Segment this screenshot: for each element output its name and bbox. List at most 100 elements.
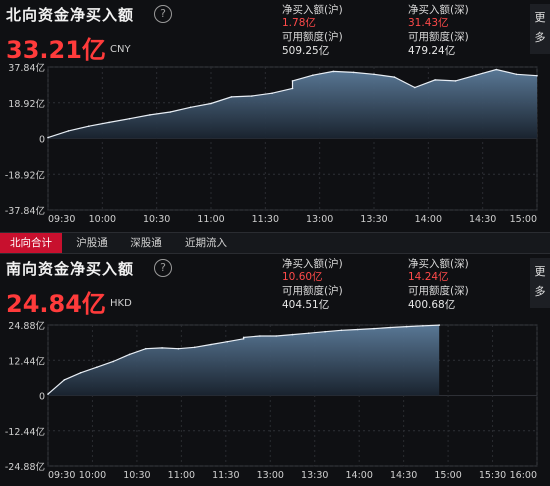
x-tick-label: 15:00 <box>510 214 537 225</box>
south-sz-quota-value: 400.68亿 <box>408 299 456 311</box>
x-tick-label: 09:30 <box>48 470 75 481</box>
north-currency: CNY <box>110 44 131 55</box>
data-point <box>373 73 375 76</box>
south-sh-buy-label: 净买入额(沪) <box>282 258 343 270</box>
north-sz-quota-label: 可用额度(深) <box>408 31 469 43</box>
data-point <box>332 70 335 73</box>
data-point <box>340 329 343 332</box>
x-tick-label: 15:00 <box>434 470 461 481</box>
north-sh-quota-value: 509.25亿 <box>282 45 330 57</box>
data-point <box>210 343 212 346</box>
x-tick-label: 13:30 <box>360 214 387 225</box>
data-point <box>128 353 131 356</box>
data-point <box>226 340 229 343</box>
north-sz-buy-label: 净买入额(深) <box>408 4 469 16</box>
data-point <box>275 335 278 337</box>
data-point <box>515 73 518 76</box>
south-sz-buy-value: 14.24亿 <box>408 271 449 283</box>
y-tick-label: -12.44亿 <box>5 426 45 438</box>
data-point <box>259 335 261 337</box>
data-point <box>189 106 192 109</box>
help-icon[interactable]: ? <box>154 5 172 23</box>
data-point <box>356 328 359 331</box>
data-point <box>291 80 294 82</box>
north-sz-buy-value: 31.43亿 <box>408 17 449 29</box>
y-tick-label: -37.84亿 <box>5 205 45 217</box>
south-sz-buy-label: 净买入额(深) <box>408 258 469 270</box>
south-header: 南向资金净买入额 ? 24.84亿 HKD 净买入额(沪) 10.60亿 可用额… <box>0 254 550 318</box>
data-point <box>422 325 424 327</box>
south-sh-quota-value: 404.51亿 <box>282 299 330 311</box>
data-point <box>242 338 245 340</box>
south-sh-quota-label: 可用额度(沪) <box>282 285 343 297</box>
data-point <box>405 325 408 328</box>
south-panel: 南向资金净买入额 ? 24.84亿 HKD 净买入额(沪) 10.60亿 可用额… <box>0 254 550 486</box>
data-point <box>128 117 131 120</box>
x-tick-label: 15:30 <box>479 470 506 481</box>
data-point <box>393 76 396 78</box>
help-icon[interactable]: ? <box>154 259 172 277</box>
x-tick-label: 11:30 <box>212 470 239 481</box>
tab-sh-connect[interactable]: 沪股通 <box>76 237 108 249</box>
data-point <box>352 71 355 74</box>
data-point <box>63 379 66 381</box>
x-tick-label: 13:00 <box>306 214 333 225</box>
y-tick-label: 24.88亿 <box>8 320 45 332</box>
data-point <box>79 372 82 374</box>
data-point <box>373 327 375 330</box>
north-header: 北向资金净买入额 ? 33.21亿 CNY 净买入额(沪) 1.78亿 可用额度… <box>0 0 550 64</box>
data-point <box>108 121 110 124</box>
south-sz-quota-label: 可用额度(深) <box>408 285 469 297</box>
y-tick-label: 12.44亿 <box>8 355 45 367</box>
data-point <box>177 347 180 350</box>
data-point <box>145 347 147 350</box>
south-more-button[interactable]: 更多 <box>530 258 550 308</box>
data-point <box>67 130 70 132</box>
south-more-label: 更多 <box>534 265 546 298</box>
south-title: 南向资金净买入额 <box>6 260 135 278</box>
north-amount: 33.21亿 <box>6 36 106 64</box>
x-tick-label: 14:00 <box>345 470 372 481</box>
south-sh-buy-value: 10.60亿 <box>282 271 323 283</box>
market-tabs: 北向合计 沪股通 深股通 近期流入 <box>0 232 550 254</box>
y-tick-label: -24.88亿 <box>5 461 45 473</box>
north-more-button[interactable]: 更多 <box>530 4 550 54</box>
x-tick-label: 14:30 <box>469 214 496 225</box>
x-tick-label: 10:00 <box>89 214 116 225</box>
data-point <box>324 330 326 333</box>
x-tick-label: 13:00 <box>257 470 284 481</box>
data-point <box>112 360 114 363</box>
tab-north-total[interactable]: 北向合计 <box>0 233 62 253</box>
tab-recent-inflow[interactable]: 近期流入 <box>185 237 227 249</box>
data-point <box>47 393 49 395</box>
data-point <box>454 80 457 82</box>
data-point <box>308 332 310 334</box>
x-tick-label: 14:30 <box>390 470 417 481</box>
data-point <box>495 68 498 71</box>
data-point <box>434 79 436 81</box>
flow-area <box>48 69 537 139</box>
data-point <box>291 333 294 336</box>
x-tick-label: 10:30 <box>143 214 170 225</box>
data-point <box>96 366 98 368</box>
y-tick-label: 18.92亿 <box>8 98 45 110</box>
x-tick-label: 09:30 <box>48 214 75 225</box>
data-point <box>193 346 196 349</box>
data-point <box>161 347 163 349</box>
data-point <box>47 136 49 139</box>
x-tick-label: 14:00 <box>415 214 442 225</box>
data-point <box>291 87 294 90</box>
data-point <box>389 326 392 329</box>
x-tick-label: 11:00 <box>168 470 195 481</box>
tab-sz-connect[interactable]: 深股通 <box>130 237 162 249</box>
data-point <box>536 74 538 77</box>
x-tick-label: 10:30 <box>123 470 150 481</box>
x-tick-label: 11:00 <box>197 214 224 225</box>
y-tick-label: 0 <box>39 135 45 146</box>
x-tick-label: 16:00 <box>510 470 537 481</box>
data-point <box>312 74 314 76</box>
north-more-label: 更多 <box>534 11 546 44</box>
data-point <box>88 125 90 127</box>
south-amount: 24.84亿 <box>6 290 106 318</box>
